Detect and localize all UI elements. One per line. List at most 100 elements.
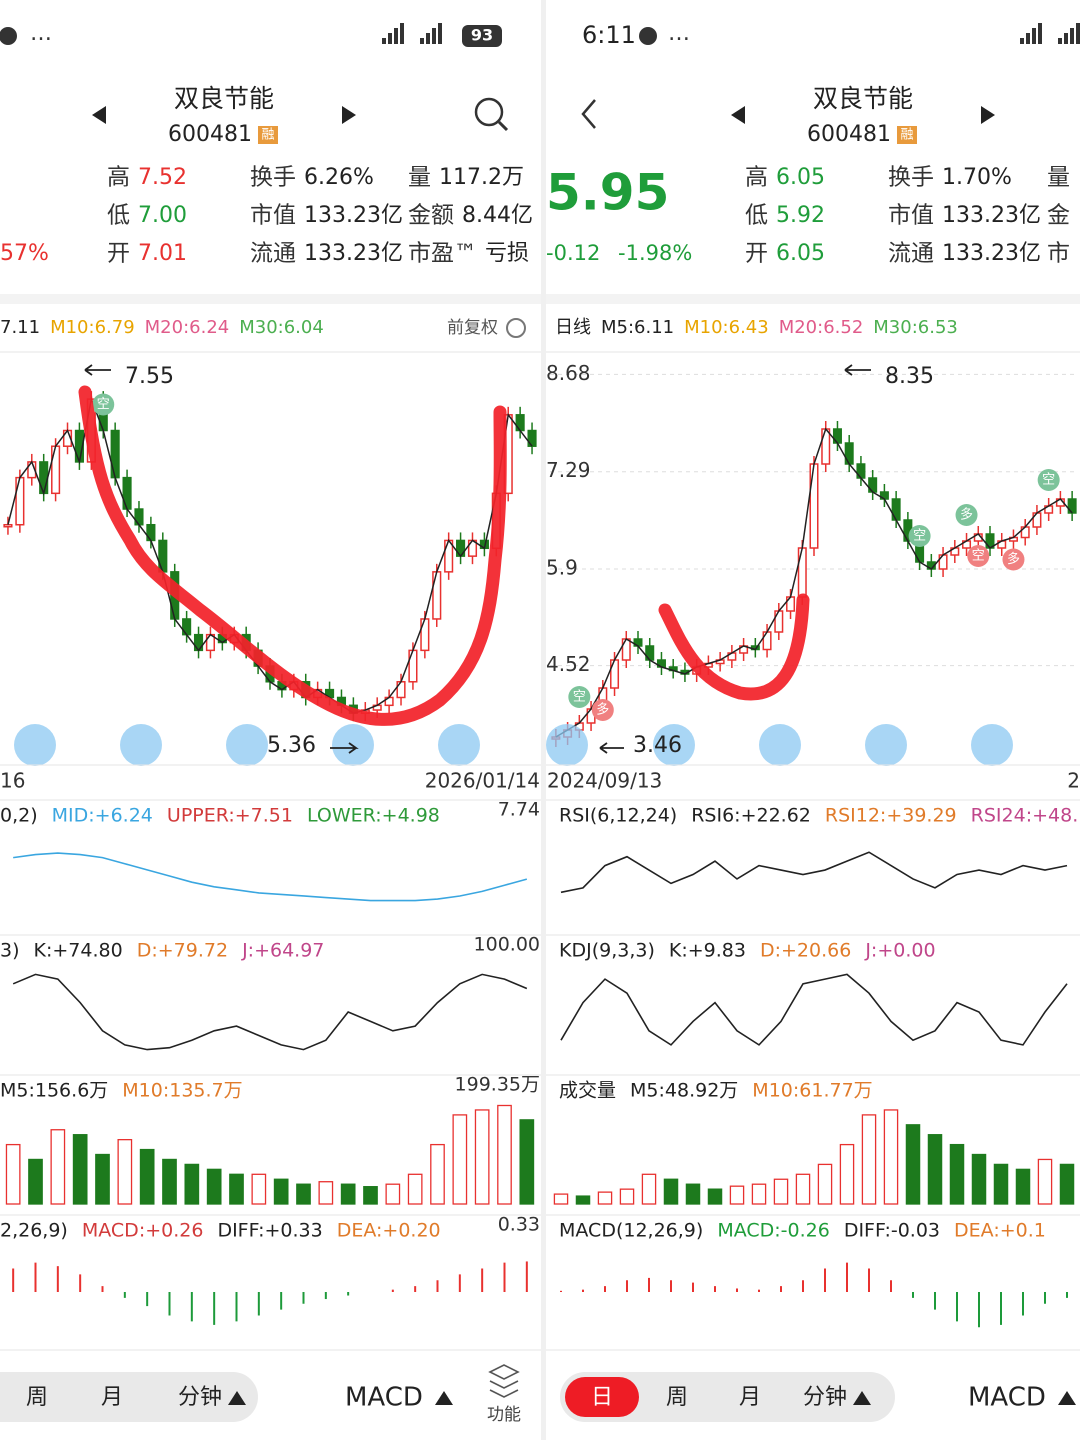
candle xyxy=(844,442,854,465)
quote-value: 6.26% xyxy=(304,165,374,190)
candle xyxy=(408,649,418,683)
volume-bar xyxy=(949,1143,965,1205)
period-tab[interactable]: 日 xyxy=(591,1385,613,1410)
indicator-label: MID:+6.24 xyxy=(52,805,153,827)
adjust-mode[interactable]: 前复权 xyxy=(447,318,498,338)
period-tab[interactable]: 分钟 xyxy=(178,1385,222,1410)
indicator-label: MACD:-0.26 xyxy=(717,1220,830,1242)
signal-label: 空 xyxy=(913,529,926,544)
zoom-button[interactable] xyxy=(226,724,268,766)
volume-bar xyxy=(497,1104,512,1205)
period-tab[interactable]: 分钟 xyxy=(803,1385,847,1410)
volume-bar xyxy=(861,1114,877,1205)
func-icon xyxy=(488,1364,520,1398)
signal-label: 多 xyxy=(1007,551,1020,567)
tag-bg xyxy=(896,126,917,144)
y-tick-label: 7.29 xyxy=(546,458,591,482)
signal-badge xyxy=(568,686,591,708)
section-gap xyxy=(0,294,541,304)
period-tab[interactable]: 月 xyxy=(101,1385,123,1410)
hand-drawn-u xyxy=(658,593,810,701)
volume-bar xyxy=(751,1183,767,1205)
quote-label: 量 xyxy=(1047,165,1070,191)
quote-label: 市 xyxy=(1047,241,1070,267)
dropdown-arrow xyxy=(228,1391,246,1405)
candle xyxy=(527,429,537,447)
period-tab[interactable]: 月 xyxy=(739,1385,761,1410)
high-arrow xyxy=(844,364,871,376)
signal-bar xyxy=(1038,23,1042,44)
volume-bar xyxy=(883,1109,899,1205)
period-tab[interactable]: MACD xyxy=(345,1383,423,1413)
signal-badge xyxy=(1002,548,1025,571)
volume-bar xyxy=(795,1173,811,1205)
next-stock[interactable] xyxy=(342,106,356,124)
func-label[interactable]: 功能 xyxy=(487,1405,521,1425)
candle xyxy=(420,618,430,652)
quote-value: 1.70% xyxy=(942,165,1012,190)
period-tab[interactable]: MACD xyxy=(968,1383,1046,1413)
period-tab[interactable]: 周 xyxy=(666,1385,688,1410)
prev-stock[interactable] xyxy=(92,106,106,124)
back-button[interactable] xyxy=(581,99,596,129)
volume-bar xyxy=(363,1186,378,1205)
volume-bar xyxy=(1059,1163,1075,1205)
indicator-label: MACD:+0.26 xyxy=(82,1220,204,1242)
signal-bar xyxy=(1076,23,1080,44)
quote-label: 流通 xyxy=(888,241,934,267)
volume-bar xyxy=(905,1124,921,1205)
volume-bar xyxy=(474,1109,490,1205)
zoom-button[interactable] xyxy=(14,724,56,766)
signal-badge xyxy=(955,504,978,526)
zoom-button[interactable] xyxy=(971,724,1013,766)
y-tick-label: 4.52 xyxy=(546,652,591,676)
search-icon[interactable] xyxy=(474,97,504,127)
ma-value: M20:6.24 xyxy=(145,317,230,338)
indicator-max: 100.00 xyxy=(474,934,540,956)
volume-bar xyxy=(817,1163,833,1205)
quote-value: 133.23亿 xyxy=(304,203,403,228)
tag: 融 xyxy=(900,128,913,143)
period-tab[interactable]: 周 xyxy=(26,1385,48,1410)
indicator-label: M10:61.77万 xyxy=(752,1080,872,1102)
status-icon xyxy=(0,27,17,45)
dropdown-arrow xyxy=(853,1391,871,1405)
quote-label: 流通 xyxy=(250,241,296,267)
volume-bar xyxy=(117,1139,133,1205)
next-stock[interactable] xyxy=(981,106,995,124)
zoom-button[interactable] xyxy=(120,724,162,766)
volume-bar xyxy=(5,1143,21,1205)
quote-label: 市盈™ xyxy=(408,241,477,267)
candle xyxy=(15,476,25,526)
indicator-label: K:+74.80 xyxy=(34,940,123,962)
quote-value: 133.23亿 xyxy=(304,241,403,266)
quote-value: 6.05 xyxy=(776,241,825,266)
indicator-label: LOWER:+4.98 xyxy=(307,805,440,827)
quote-value: 7.52 xyxy=(138,165,187,190)
last-price: 5.95 xyxy=(546,164,669,222)
indicator-label: J:+0.00 xyxy=(864,940,935,962)
zoom-button[interactable] xyxy=(759,724,801,766)
signal-badge xyxy=(967,545,990,567)
prev-stock[interactable] xyxy=(731,106,745,124)
zoom-button[interactable] xyxy=(546,724,588,766)
volume-bar xyxy=(839,1143,855,1205)
date-start: 2024/09/13 xyxy=(547,769,662,793)
divider xyxy=(541,0,546,1440)
hand-drawn-u xyxy=(78,385,507,726)
signal-badge xyxy=(1037,469,1060,491)
quote-value: 7.01 xyxy=(138,241,187,266)
indicator-label: RSI12:+39.29 xyxy=(825,805,957,827)
quote-value: 117.2万 xyxy=(439,165,524,190)
quote-label: 低 xyxy=(107,203,130,229)
volume-bar xyxy=(385,1183,401,1205)
volume-bar xyxy=(927,1134,943,1205)
volume-bar xyxy=(519,1119,535,1205)
zoom-button[interactable] xyxy=(865,724,907,766)
volume-bar xyxy=(251,1173,267,1205)
zoom-button[interactable] xyxy=(653,724,695,766)
volume-bar xyxy=(553,1193,569,1205)
indicator-label: DEA:+0.20 xyxy=(337,1220,441,1242)
zoom-button[interactable] xyxy=(438,724,480,766)
candle xyxy=(39,461,49,495)
